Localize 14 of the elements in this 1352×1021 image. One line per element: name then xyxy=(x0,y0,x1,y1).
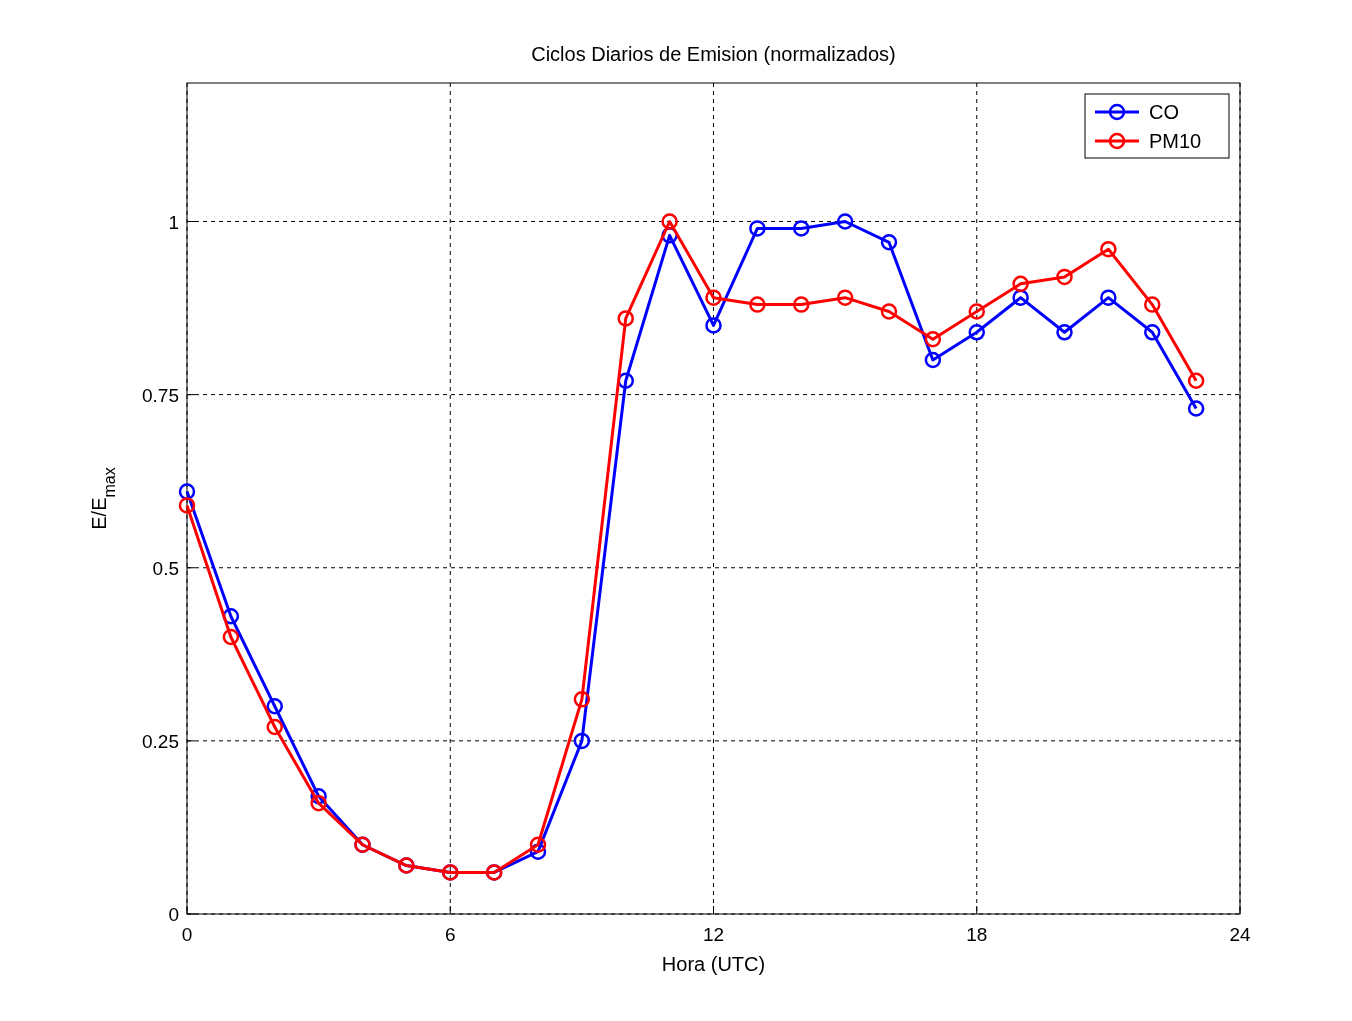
x-tick-label: 18 xyxy=(966,924,988,945)
y-tick-label: 0 xyxy=(168,904,179,925)
x-tick-label: 6 xyxy=(444,924,456,945)
x-tick-label: 12 xyxy=(702,924,725,945)
x-tick-label: 0 xyxy=(181,924,193,945)
y-tick-label: 1 xyxy=(168,211,179,233)
y-tick-label: 0.5 xyxy=(152,557,179,579)
y-tick-label: 0.75 xyxy=(142,384,179,406)
chart-title: Ciclos Diarios de Emision (normalizados) xyxy=(531,43,896,65)
legend-label: PM10 xyxy=(1149,130,1202,152)
x-tick-label: 24 xyxy=(1229,924,1251,945)
y-tick-label: 0.25 xyxy=(142,730,179,752)
x-axis-title: Hora (UTC) xyxy=(661,953,766,975)
legend-label: CO xyxy=(1149,101,1179,123)
